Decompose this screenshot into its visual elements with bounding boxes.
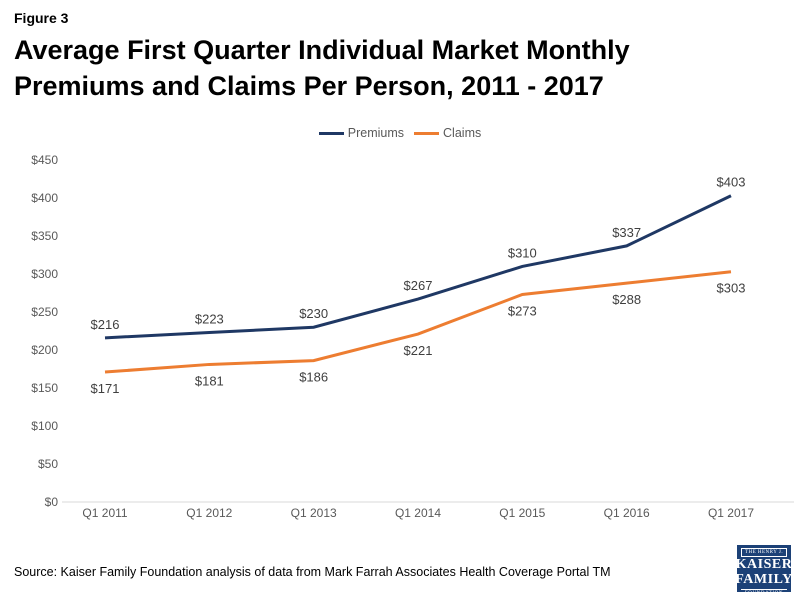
data-label-claims: $171 [91,381,120,396]
series-line-claims [104,270,732,374]
data-label-claims: $288 [612,292,641,307]
series-line-premiums [104,194,732,340]
legend-item-claims: Claims [414,126,481,140]
kff-foundation-logo: THE HENRY J. KAISER FAMILY FOUNDATION [735,545,793,596]
chart-title: Average First Quarter Individual Market … [14,32,754,105]
y-tick-label: $250 [31,305,58,319]
data-label-premiums: $337 [612,225,641,240]
legend-label-premiums: Premiums [347,126,405,140]
x-tick-label: Q1 2015 [499,506,545,520]
data-label-premiums: $267 [404,278,433,293]
y-tick-label: $150 [31,381,58,395]
data-label-claims: $181 [195,373,224,388]
y-tick-label: $300 [31,267,58,281]
y-tick-label: $100 [31,419,58,433]
logo-line-the-henry-j: THE HENRY J. [741,548,787,557]
source-note: Source: Kaiser Family Foundation analysi… [14,565,611,579]
figure-label: Figure 3 [14,10,69,26]
data-label-premiums: $230 [299,306,328,321]
premiums-line-swatch [318,131,344,135]
logo-line-family: FAMILY [735,572,793,587]
logo-line-foundation: FOUNDATION [741,589,787,596]
chart-title-line1: Average First Quarter Individual Market … [14,35,630,65]
x-tick-label: Q1 2013 [291,506,337,520]
chart-legend: Premiums Claims [0,126,800,140]
data-label-premiums: $310 [508,245,537,260]
y-tick-label: $450 [31,153,58,167]
x-tick-label: Q1 2012 [186,506,232,520]
x-tick-label: Q1 2016 [604,506,650,520]
y-tick-label: $350 [31,229,58,243]
x-tick-label: Q1 2014 [395,506,441,520]
legend-item-premiums: Premiums [318,126,405,140]
claims-line-swatch [414,131,440,135]
x-tick-label: Q1 2011 [82,506,127,520]
data-label-premiums: $216 [91,317,120,332]
y-tick-label: $50 [38,457,58,471]
y-tick-label: $200 [31,343,58,357]
x-tick-label: Q1 2017 [708,506,754,520]
legend-label-claims: Claims [443,126,482,140]
data-label-premiums: $223 [195,312,224,327]
data-label-claims: $186 [299,370,328,385]
data-label-claims: $303 [717,281,746,296]
logo-line-kaiser: KAISER [735,557,793,572]
y-tick-label: $0 [45,495,59,509]
data-label-claims: $221 [404,343,433,358]
data-label-premiums: $403 [717,175,746,190]
data-label-claims: $273 [508,304,537,319]
chart-title-line2: Premiums and Claims Per Person, 2011 - 2… [14,71,604,102]
y-tick-label: $400 [31,191,58,205]
